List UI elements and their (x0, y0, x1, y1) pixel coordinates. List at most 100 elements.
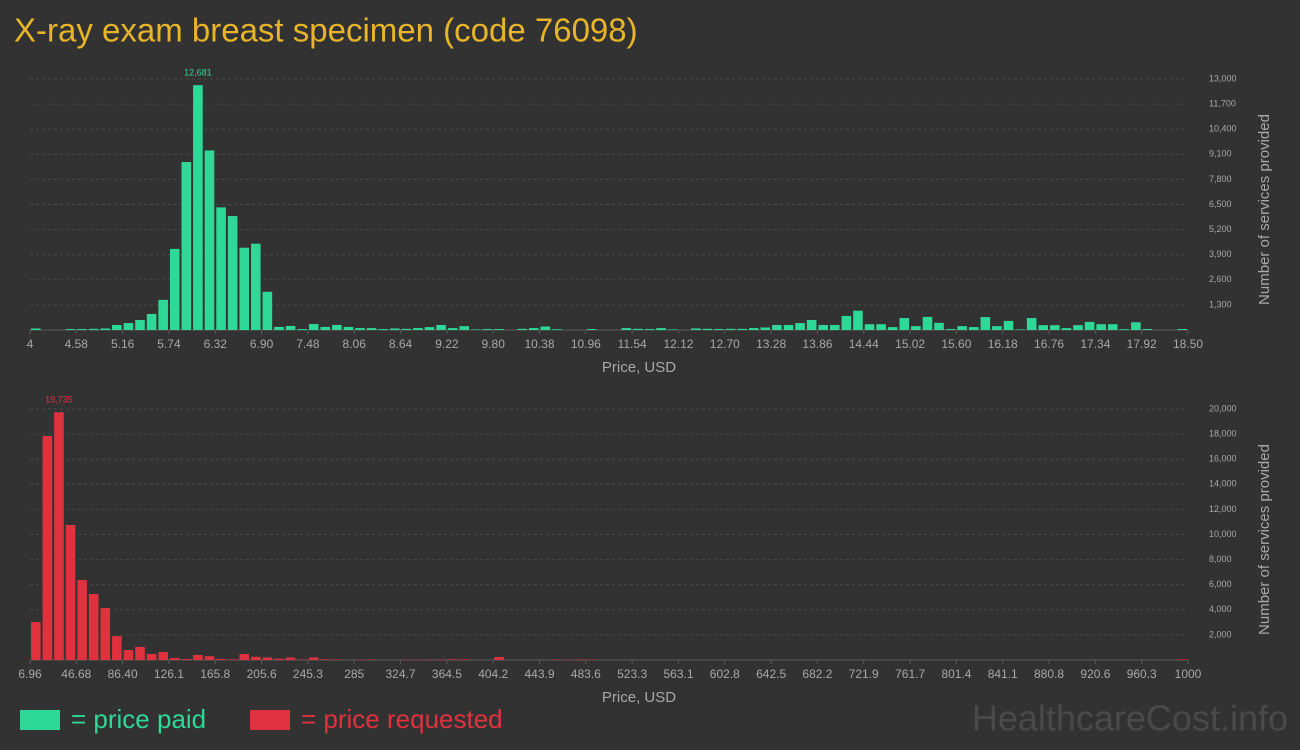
bar (737, 328, 747, 330)
x-tick-label: 4.58 (65, 337, 89, 351)
bar (285, 657, 296, 660)
y-tick-label: 7,800 (1209, 174, 1232, 184)
bar (158, 299, 168, 330)
value-label: 12,681 (184, 68, 212, 78)
bar (424, 327, 435, 330)
y-tick-label: 4,000 (1209, 604, 1232, 614)
bar (853, 310, 863, 330)
x-tick-label: 126.1 (154, 667, 184, 681)
y-tick-label: 10,400 (1209, 124, 1237, 134)
y-tick-label: 9,100 (1209, 149, 1232, 159)
bar (216, 207, 226, 330)
bar (355, 328, 365, 330)
bar (1107, 324, 1118, 330)
bar (1061, 328, 1072, 330)
x-tick-label: 6.96 (18, 667, 42, 681)
bar (123, 323, 134, 330)
x-tick-label: 11.54 (618, 337, 647, 351)
bar (181, 658, 192, 660)
x-tick-label: 205.6 (247, 667, 277, 681)
bar (239, 653, 250, 660)
bar (1038, 325, 1049, 330)
y-tick-label: 6,000 (1209, 579, 1232, 589)
x-tick-label: 5.74 (157, 337, 181, 351)
x-axis-label: Price, USD (602, 689, 676, 706)
bar (471, 329, 481, 330)
y-tick-label: 2,000 (1209, 629, 1232, 639)
x-tick-label: 245.3 (293, 667, 323, 681)
bar (1084, 321, 1095, 330)
bar (1177, 659, 1187, 660)
x-tick-label: 404.2 (478, 667, 508, 681)
bar (945, 329, 956, 330)
bar (783, 324, 794, 330)
bar (1050, 325, 1060, 330)
x-tick-label: 642.5 (756, 667, 786, 681)
bar (482, 329, 493, 330)
bar (100, 328, 111, 330)
bar (123, 649, 134, 660)
y-axis-label: Number of services provided (1256, 444, 1273, 635)
x-tick-label: 364.5 (432, 667, 462, 681)
bar (586, 329, 597, 330)
bar (644, 329, 655, 330)
bar (193, 654, 203, 660)
bar (112, 324, 122, 330)
x-tick-label: 5.16 (111, 337, 135, 351)
x-tick-label: 920.6 (1080, 667, 1110, 681)
bar (1003, 320, 1014, 330)
bar (1142, 329, 1153, 330)
bar (169, 248, 180, 330)
bar (297, 329, 307, 330)
x-tick-label: 12.12 (663, 337, 693, 351)
bar (262, 291, 273, 330)
y-tick-label: 13,000 (1209, 73, 1237, 83)
bar (806, 319, 817, 330)
legend-swatch (250, 710, 290, 730)
bar (135, 646, 145, 660)
x-tick-label: 10.96 (571, 337, 601, 351)
x-tick-label: 8.06 (343, 337, 367, 351)
x-tick-label: 324.7 (386, 667, 416, 681)
bar (841, 315, 852, 330)
bar (169, 657, 180, 660)
bar (772, 324, 782, 330)
y-tick-label: 10,000 (1209, 529, 1237, 539)
bar (911, 326, 921, 330)
bar (922, 316, 933, 330)
bar (100, 608, 111, 660)
y-tick-label: 3,900 (1209, 249, 1232, 259)
bar (494, 656, 504, 660)
bar (366, 328, 377, 330)
bar (204, 656, 215, 660)
y-tick-label: 6,500 (1209, 199, 1232, 209)
x-tick-label: 483.6 (571, 667, 601, 681)
bar (702, 328, 713, 330)
y-tick-label: 1,300 (1209, 299, 1232, 309)
x-tick-label: 523.3 (617, 667, 647, 681)
bar (528, 328, 539, 330)
x-tick-label: 9.80 (482, 337, 506, 351)
bar (146, 653, 157, 660)
bar (77, 329, 87, 330)
bar (42, 435, 53, 660)
bar (239, 247, 250, 330)
x-tick-label: 13.28 (756, 337, 786, 351)
x-tick-label: 13.86 (802, 337, 832, 351)
bar (436, 324, 446, 330)
bar (389, 328, 400, 330)
bar (691, 328, 701, 330)
bar (320, 326, 331, 330)
bar (748, 328, 759, 330)
bar (818, 324, 829, 330)
bar (332, 659, 342, 660)
x-tick-label: 443.9 (525, 667, 555, 681)
bar (251, 656, 261, 660)
bar (714, 329, 724, 330)
x-tick-label: 9.22 (435, 337, 459, 351)
bar (274, 658, 284, 660)
bar (459, 326, 470, 330)
